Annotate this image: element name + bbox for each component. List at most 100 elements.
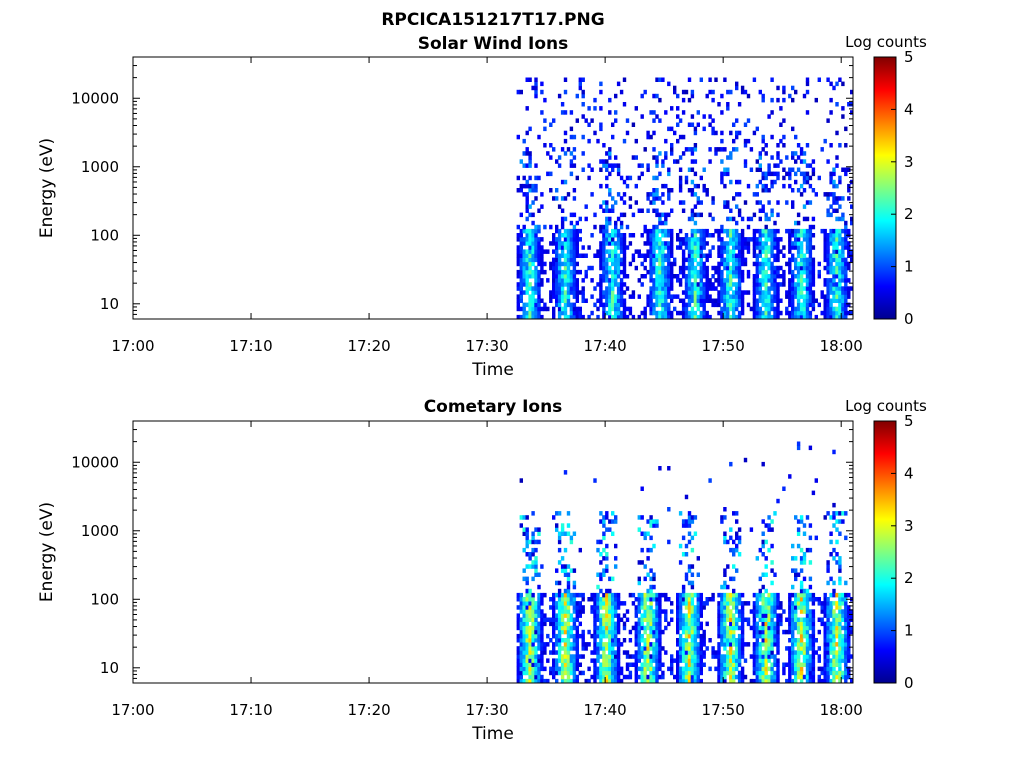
heatmap-cell — [605, 175, 609, 181]
heatmap-cell — [841, 592, 845, 598]
heatmap-cell — [602, 568, 606, 573]
heatmap-cell — [664, 257, 668, 263]
heatmap-cell — [802, 588, 807, 594]
heatmap-cell — [619, 294, 624, 299]
heatmap-cell — [687, 97, 692, 103]
heatmap-cell — [593, 601, 597, 606]
heatmap-cell — [802, 269, 807, 275]
heatmap-cell — [525, 192, 529, 197]
heatmap-cell — [557, 155, 562, 160]
heatmap-cell — [726, 613, 730, 618]
heatmap-cell — [723, 278, 727, 283]
heatmap-cell — [661, 670, 665, 676]
heatmap-cell — [817, 274, 821, 279]
heatmap-cell — [578, 310, 582, 316]
heatmap-cell — [726, 171, 730, 177]
heatmap-cell — [575, 298, 579, 303]
heatmap-cell — [711, 274, 715, 279]
heatmap-cell — [844, 171, 848, 177]
heatmap-cell — [676, 654, 680, 659]
heatmap-cell — [540, 306, 544, 312]
heatmap-cell — [557, 621, 562, 627]
heatmap-cell — [681, 674, 686, 680]
heatmap-cell — [705, 274, 709, 279]
heatmap-cell — [705, 294, 709, 299]
heatmap-cell — [528, 245, 532, 250]
heatmap-cell — [791, 290, 795, 295]
heatmap-cell — [808, 310, 813, 316]
heatmap-cell — [540, 662, 544, 667]
heatmap-cell — [788, 601, 792, 606]
heatmap-cell — [729, 547, 733, 553]
heatmap-cell — [649, 249, 653, 254]
heatmap-cell — [767, 633, 771, 639]
heatmap-cell — [557, 617, 562, 622]
heatmap-cell — [726, 625, 730, 631]
heatmap-cell — [614, 629, 618, 635]
heatmap-cell — [608, 592, 612, 598]
heatmap-cell — [537, 310, 541, 316]
heatmap-cell — [555, 241, 559, 246]
heatmap-cell — [847, 294, 851, 299]
heatmap-cell — [643, 638, 647, 643]
heatmap-cell — [557, 298, 562, 303]
heatmap-cell — [737, 237, 742, 242]
heatmap-cell — [608, 97, 612, 103]
heatmap-cell — [776, 674, 780, 680]
heatmap-cell — [761, 257, 765, 263]
heatmap-cell — [525, 605, 529, 610]
heatmap-cell — [687, 642, 692, 647]
heatmap-cell — [844, 269, 848, 275]
heatmap-cell — [850, 286, 854, 291]
heatmap-cell — [732, 552, 736, 557]
heatmap-cell — [726, 233, 730, 238]
heatmap-cell — [729, 625, 733, 631]
heatmap-cell — [614, 678, 618, 684]
heatmap-cell — [767, 265, 771, 271]
heatmap-cell — [788, 666, 792, 672]
heatmap-cell — [791, 543, 795, 549]
heatmap-cell — [552, 601, 556, 606]
heatmap-cell — [755, 556, 759, 561]
heatmap-cell — [525, 237, 529, 242]
heatmap-cell — [599, 613, 603, 618]
heatmap-cell — [717, 102, 721, 107]
heatmap-cell — [696, 245, 700, 250]
heatmap-cell — [702, 286, 706, 291]
heatmap-cell — [572, 265, 577, 271]
heatmap-cell — [735, 134, 739, 140]
heatmap-cell — [572, 134, 577, 140]
heatmap-cell — [767, 592, 771, 598]
heatmap-cell — [690, 241, 695, 246]
heatmap-cell — [602, 605, 606, 610]
heatmap-cell — [519, 601, 523, 606]
heatmap-cell — [619, 666, 624, 672]
heatmap-cell — [835, 245, 839, 250]
heatmap-cell — [829, 552, 833, 557]
heatmap-cell — [534, 310, 538, 316]
heatmap-cell — [794, 654, 798, 659]
heatmap-cell — [788, 609, 792, 614]
heatmap-cell — [652, 147, 656, 152]
heatmap-cell — [761, 605, 765, 610]
heatmap-cell — [646, 646, 650, 651]
heatmap-cell — [761, 228, 765, 234]
heatmap-cell — [560, 674, 565, 680]
heatmap-cell — [838, 597, 842, 602]
heatmap-cell — [684, 576, 689, 582]
heatmap-cell — [785, 629, 789, 635]
heatmap-cell — [516, 650, 520, 655]
heatmap-cell — [667, 261, 671, 267]
heatmap-cell — [655, 674, 659, 680]
heatmap-cell — [572, 658, 577, 663]
heatmap-cell — [693, 298, 698, 303]
heatmap-cell — [838, 531, 842, 536]
heatmap-cell — [522, 633, 526, 639]
heatmap-cell — [832, 253, 836, 258]
heatmap-cell — [802, 621, 807, 627]
heatmap-cell — [835, 621, 839, 627]
heatmap-cell — [761, 208, 765, 213]
heatmap-cell — [811, 633, 816, 639]
heatmap-cell — [552, 621, 556, 627]
heatmap-cell — [616, 261, 621, 267]
